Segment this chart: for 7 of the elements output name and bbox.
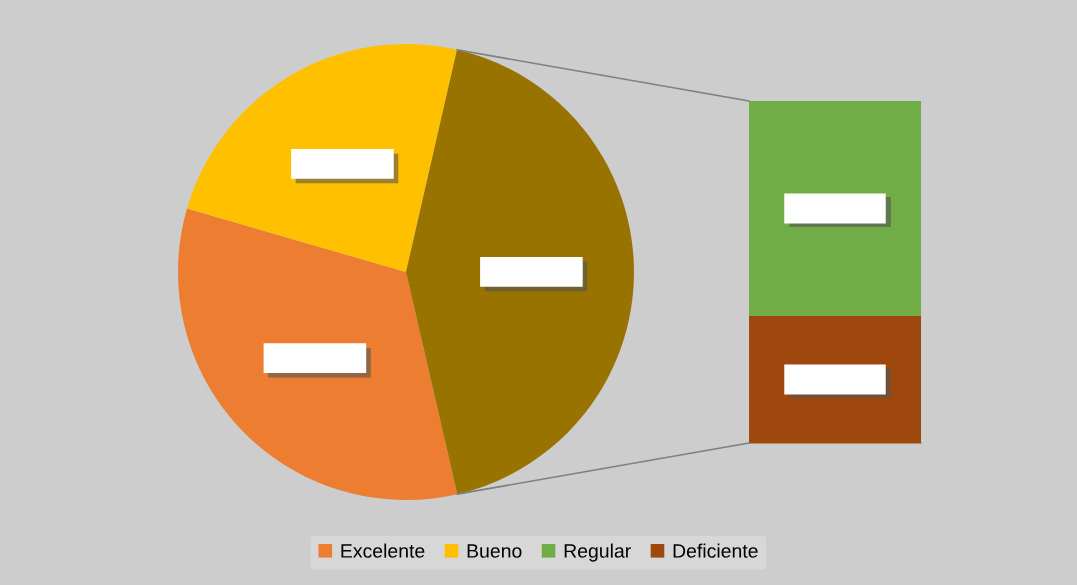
pie-slice: [406, 49, 634, 495]
pie-slice: [187, 44, 457, 272]
legend-label: Deficiente: [673, 543, 758, 558]
legend-label: Excelente: [341, 543, 425, 558]
legend-label: Regular: [564, 543, 631, 562]
legend-label: Bueno: [467, 544, 522, 558]
pie-slice: [178, 208, 458, 500]
